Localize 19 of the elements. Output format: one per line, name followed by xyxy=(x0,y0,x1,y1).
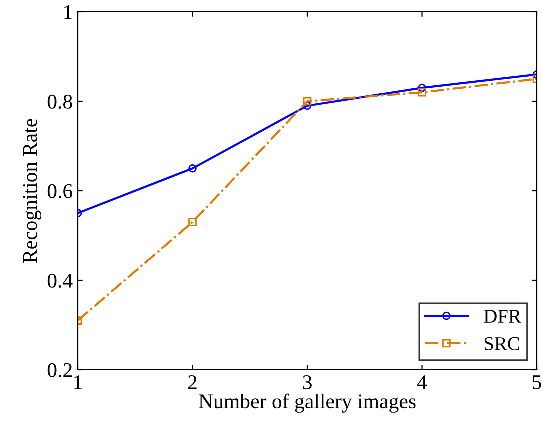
y-tick-label: 0.8 xyxy=(48,94,72,110)
x-tick-label: 1 xyxy=(74,376,82,390)
legend-label: DFR xyxy=(484,310,522,323)
point xyxy=(418,84,426,92)
x-tick-label: 4 xyxy=(417,376,428,390)
y-tick-label: 0.6 xyxy=(48,184,73,199)
point xyxy=(418,88,426,97)
x-axis-title: Number of gallery images xyxy=(199,394,416,413)
x-tick-label: 5 xyxy=(533,376,542,390)
y-tick-label: 0.4 xyxy=(48,274,73,288)
point xyxy=(303,97,312,106)
y-axis-title: Recognition Rate xyxy=(23,119,42,264)
y-tick-label: 0.2 xyxy=(48,363,72,378)
legend-label: SRC xyxy=(484,337,520,350)
point xyxy=(188,164,197,173)
x-tick-label: 3 xyxy=(303,376,312,390)
x-tick-label: 2 xyxy=(188,376,197,390)
y-tick-label: 1 xyxy=(64,5,72,20)
point xyxy=(188,218,197,226)
